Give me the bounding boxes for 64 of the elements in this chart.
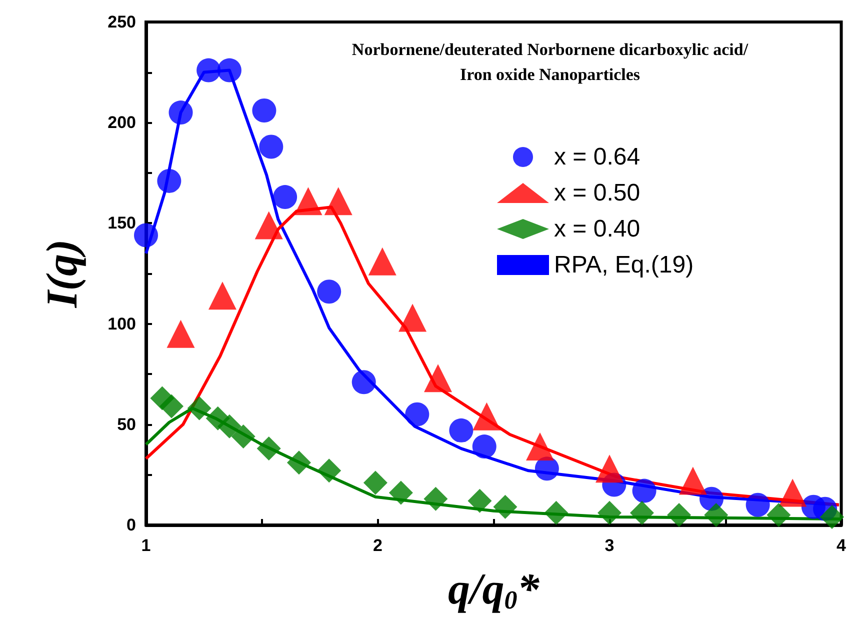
point xyxy=(134,223,158,248)
point xyxy=(820,504,844,529)
legend-label: x = 0.64 xyxy=(554,144,640,170)
point xyxy=(217,58,242,82)
y-tick-label: 200 xyxy=(108,113,136,132)
point xyxy=(168,100,193,125)
point xyxy=(630,500,654,525)
point xyxy=(286,450,311,475)
point xyxy=(766,502,791,527)
point xyxy=(231,424,256,448)
point xyxy=(704,502,728,527)
legend-label: x = 0.50 xyxy=(554,180,640,206)
point xyxy=(252,98,276,123)
point xyxy=(598,500,622,525)
y-tick-label: 150 xyxy=(108,214,136,233)
point xyxy=(472,434,496,459)
x-tick-label: 1 xyxy=(141,536,151,555)
point xyxy=(157,168,182,193)
point xyxy=(388,480,413,505)
point xyxy=(217,414,242,438)
point xyxy=(166,320,195,348)
point xyxy=(424,364,452,392)
point xyxy=(324,187,352,216)
y-tick-label: 250 xyxy=(108,12,136,32)
y-tick-label: 50 xyxy=(117,414,136,434)
point xyxy=(187,396,212,420)
point xyxy=(544,500,568,525)
point xyxy=(196,58,221,82)
point xyxy=(208,282,236,310)
point xyxy=(493,494,518,519)
point xyxy=(596,454,624,483)
point xyxy=(424,486,448,511)
y-tick-label: 100 xyxy=(108,314,136,334)
point xyxy=(254,211,283,240)
point xyxy=(405,402,430,426)
point xyxy=(317,458,342,483)
point xyxy=(368,247,396,276)
point xyxy=(273,185,298,210)
point xyxy=(667,502,692,527)
point xyxy=(449,418,474,442)
x-tick-label: 4 xyxy=(836,536,847,555)
point xyxy=(363,470,388,495)
x-tick-label: 2 xyxy=(373,536,382,555)
point xyxy=(256,436,281,461)
y-axis-title: I(q) xyxy=(38,239,86,309)
x-tick-label: 3 xyxy=(604,536,614,555)
point xyxy=(678,466,707,495)
point xyxy=(352,370,376,394)
text: Norbornene/deuterated Norbornene dicarboxylic acid/ Iron oxide Nanoparticles xyxy=(352,40,748,84)
point xyxy=(398,304,427,332)
y-tick-label: 0 xyxy=(126,516,136,534)
point xyxy=(472,402,501,430)
point xyxy=(778,478,807,507)
point xyxy=(259,134,284,159)
point xyxy=(526,432,554,461)
legend-label: RPA, Eq.(19) xyxy=(554,252,694,278)
point xyxy=(632,478,656,503)
legend-label: x = 0.40 xyxy=(554,216,640,242)
point xyxy=(159,394,184,418)
point xyxy=(317,280,342,304)
point xyxy=(468,488,492,513)
point xyxy=(294,187,322,216)
point xyxy=(534,456,559,481)
point xyxy=(746,492,770,517)
